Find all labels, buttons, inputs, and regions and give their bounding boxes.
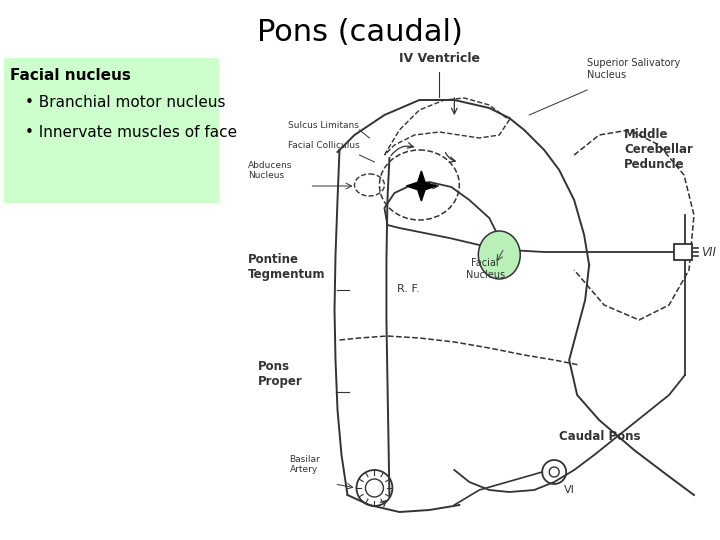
Text: VII: VII bbox=[701, 246, 716, 259]
Text: • Innervate muscles of face: • Innervate muscles of face bbox=[25, 125, 237, 140]
Text: Facial Colliculus: Facial Colliculus bbox=[287, 141, 359, 150]
Text: Caudal Pons: Caudal Pons bbox=[559, 430, 641, 443]
Text: Basilar
Artery: Basilar Artery bbox=[289, 455, 320, 474]
Text: VI: VI bbox=[564, 485, 575, 495]
Text: Facial nucleus: Facial nucleus bbox=[10, 68, 131, 83]
Text: Pons
Proper: Pons Proper bbox=[258, 360, 302, 388]
FancyBboxPatch shape bbox=[4, 58, 219, 203]
Text: Superior Salivatory
Nucleus: Superior Salivatory Nucleus bbox=[587, 58, 680, 80]
Text: • Branchial motor nucleus: • Branchial motor nucleus bbox=[25, 95, 225, 110]
Text: Middle
Cerebellar
Peduncle: Middle Cerebellar Peduncle bbox=[624, 128, 693, 171]
Text: R. F.: R. F. bbox=[397, 284, 420, 294]
Text: Facial
Nucleus: Facial Nucleus bbox=[466, 259, 505, 280]
Text: Pontine
Tegmentum: Pontine Tegmentum bbox=[248, 253, 325, 281]
Text: Abducens
Nucleus: Abducens Nucleus bbox=[248, 160, 292, 180]
Polygon shape bbox=[406, 171, 436, 201]
Bar bbox=[674, 244, 692, 260]
Ellipse shape bbox=[478, 231, 521, 279]
Text: IV Ventricle: IV Ventricle bbox=[399, 52, 480, 65]
Text: Sulcus Limitans: Sulcus Limitans bbox=[287, 121, 359, 130]
Text: Pons (caudal): Pons (caudal) bbox=[256, 18, 462, 47]
